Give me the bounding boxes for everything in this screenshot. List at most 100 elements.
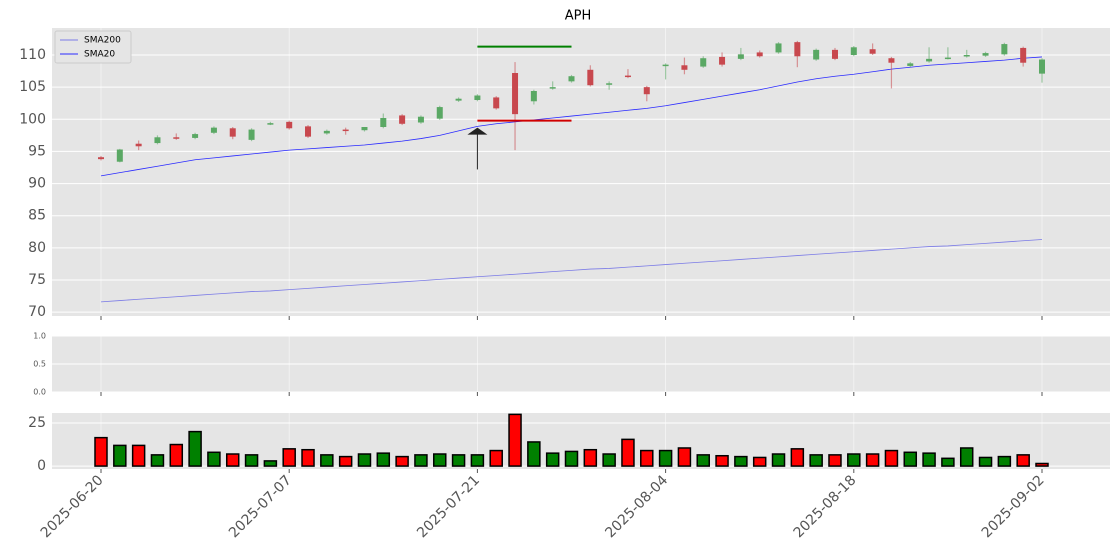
y-tick-label: 100 xyxy=(19,111,46,127)
y-tick-label: 105 xyxy=(19,79,46,95)
candle-body xyxy=(286,121,293,129)
candle-body xyxy=(493,97,500,109)
candle-body xyxy=(173,137,180,139)
volume-bar xyxy=(433,453,447,467)
legend-box xyxy=(54,30,132,64)
volume-bar xyxy=(150,454,165,467)
y-tick-label: 1.0 xyxy=(33,332,46,341)
volume-bar xyxy=(922,452,936,467)
volume-bar xyxy=(301,448,315,467)
volume-bar xyxy=(677,447,692,467)
candle-body xyxy=(417,116,424,123)
volume-bar xyxy=(564,450,579,467)
y-tick-label: 85 xyxy=(28,208,46,224)
volume-bar xyxy=(884,449,899,467)
candle-body xyxy=(869,49,876,54)
candle-body xyxy=(907,63,914,66)
volume-bar xyxy=(734,455,748,467)
sma-line xyxy=(100,239,1043,303)
candle-body xyxy=(813,49,820,60)
volume-bar xyxy=(169,443,184,467)
volume-bar xyxy=(94,436,108,467)
volume-bar xyxy=(715,454,729,467)
candle-body xyxy=(624,75,631,78)
y-tick-label: 0.0 xyxy=(33,388,46,397)
volume-bar xyxy=(621,438,635,467)
candle-body xyxy=(982,53,989,56)
volume-bar xyxy=(376,452,391,467)
candle-body xyxy=(1001,44,1008,55)
y-tick-label: 90 xyxy=(28,176,46,192)
y-tick-label: 75 xyxy=(28,272,46,288)
candle-body xyxy=(888,58,895,63)
legend-label: SMA20 xyxy=(84,50,115,60)
candle-body xyxy=(154,137,161,144)
candle-body xyxy=(380,118,387,127)
volume-bar xyxy=(225,453,240,467)
y-tick-label: 80 xyxy=(28,240,46,256)
candle-body xyxy=(1020,47,1027,63)
volume-bar xyxy=(696,454,710,467)
volume-bar xyxy=(338,455,353,467)
candle-body xyxy=(1039,59,1045,74)
volume-bar xyxy=(282,448,296,467)
candle-body xyxy=(229,128,236,137)
volume-bar xyxy=(489,449,503,467)
candle-body xyxy=(681,65,688,70)
x-tick-label: 2025-07-21 xyxy=(414,472,483,541)
candle-body xyxy=(775,43,782,53)
volume-bar xyxy=(131,444,146,467)
candle-body xyxy=(305,126,312,137)
volume-bar xyxy=(207,451,221,467)
candle-body xyxy=(474,95,481,100)
volume-bar xyxy=(113,444,127,467)
x-tick-label: 2025-08-18 xyxy=(791,472,860,541)
candle-body xyxy=(399,115,406,124)
candle-body xyxy=(963,55,970,57)
candle-body xyxy=(323,130,330,134)
candle-body xyxy=(361,127,368,131)
candle-body xyxy=(831,49,838,59)
volume-bar xyxy=(414,454,428,467)
volume-bar xyxy=(828,454,842,467)
candle-body xyxy=(926,58,933,62)
y-tick-label: 95 xyxy=(28,143,46,159)
volume-bar xyxy=(752,456,767,467)
volume-bar xyxy=(357,453,372,467)
candle-body xyxy=(512,73,519,115)
candle-body xyxy=(794,42,801,57)
volume-bar xyxy=(320,454,334,467)
legend-label: SMA200 xyxy=(84,36,121,46)
x-tick-label: 2025-07-07 xyxy=(226,472,295,541)
candle-body xyxy=(549,87,556,89)
volume-bar xyxy=(244,454,259,467)
panel-background xyxy=(52,28,1110,316)
volume-bar xyxy=(188,430,202,467)
sma-line xyxy=(100,56,1043,177)
x-tick-label: 2025-06-20 xyxy=(38,472,107,541)
volume-bar xyxy=(583,448,598,467)
volume-bar xyxy=(790,448,805,467)
candle-body xyxy=(192,134,199,138)
candle-body xyxy=(210,127,217,133)
candle-body xyxy=(436,107,443,119)
y-tick-label: 0.5 xyxy=(33,360,46,369)
candle-body xyxy=(568,76,575,82)
y-tick-label: 110 xyxy=(19,47,46,63)
volume-bar xyxy=(545,452,560,467)
candle-body xyxy=(530,91,537,102)
candle-body xyxy=(719,56,726,65)
candle-body xyxy=(737,54,744,59)
candle-body xyxy=(116,149,123,162)
volume-bar xyxy=(1016,454,1030,467)
candle-body xyxy=(850,47,857,55)
candle-body xyxy=(455,98,462,101)
x-tick-label: 2025-08-04 xyxy=(602,472,671,541)
arrow-head xyxy=(467,127,488,135)
volume-bar xyxy=(263,460,278,467)
candle-body xyxy=(98,157,104,160)
volume-bar xyxy=(903,451,918,467)
candle-body xyxy=(756,52,763,57)
volume-bar xyxy=(1035,462,1049,467)
